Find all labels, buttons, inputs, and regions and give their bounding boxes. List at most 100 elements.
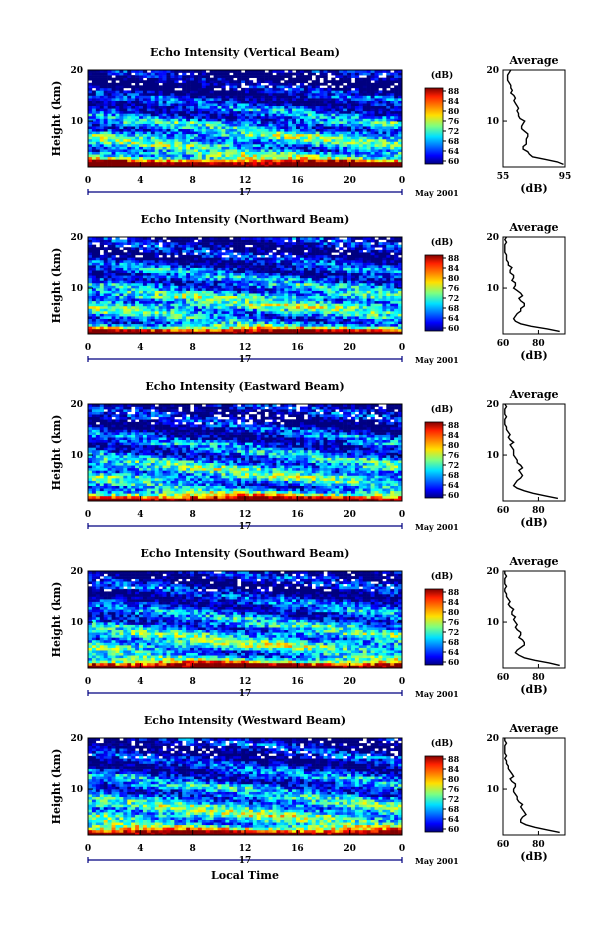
heatmap-cell — [139, 324, 143, 327]
heatmap-cell — [186, 119, 190, 122]
heatmap-cell — [382, 113, 386, 116]
heatmap-cell — [159, 291, 163, 294]
heatmap-cell — [159, 283, 163, 286]
heatmap-cell — [198, 162, 202, 165]
heatmap-cell — [276, 124, 280, 127]
heatmap-cell — [115, 288, 119, 291]
heatmap-cell — [378, 298, 382, 301]
heatmap-cell — [96, 321, 100, 324]
heatmap-cell — [339, 280, 343, 283]
heatmap-cell — [390, 296, 394, 299]
heatmap-cell — [159, 80, 163, 83]
heatmap-cell — [343, 106, 347, 109]
heatmap-cell — [245, 275, 249, 278]
heatmap-cell — [292, 324, 296, 327]
heatmap-cell — [155, 106, 159, 109]
heatmap-cell — [100, 101, 104, 104]
heatmap-cell — [108, 93, 112, 96]
heatmap-cell — [108, 96, 112, 99]
heatmap-cell — [390, 316, 394, 319]
heatmap-cell — [280, 278, 284, 281]
heatmap-cell — [237, 98, 241, 101]
heatmap-cell — [276, 324, 280, 327]
heatmap-cell — [194, 141, 198, 144]
heatmap-cell — [327, 329, 331, 332]
heatmap-cell — [198, 136, 202, 139]
heatmap-cell — [265, 129, 269, 132]
heatmap-cell — [324, 291, 328, 294]
heatmap-cell — [284, 124, 288, 127]
heatmap-cell — [280, 321, 284, 324]
heatmap-cell — [139, 106, 143, 109]
heatmap-cell — [253, 85, 257, 88]
heatmap-cell — [347, 75, 351, 78]
heatmap-cell — [284, 319, 288, 322]
heatmap-cell — [386, 321, 390, 324]
heatmap-cell — [272, 157, 276, 160]
heatmap-cell — [324, 129, 328, 132]
heatmap-cell — [363, 329, 367, 332]
heatmap-cell — [335, 301, 339, 304]
heatmap-cell — [206, 147, 210, 150]
heatmap-cell — [253, 121, 257, 124]
heatmap-cell — [131, 275, 135, 278]
heatmap-cell — [96, 78, 100, 81]
heatmap-cell — [135, 85, 139, 88]
heatmap-cell — [363, 275, 367, 278]
heatmap-cell — [127, 293, 131, 296]
heatmap-cell — [284, 157, 288, 160]
heatmap-cell — [269, 314, 273, 317]
heatmap-cell — [143, 116, 147, 119]
heatmap-cell — [229, 101, 233, 104]
heatmap-cell — [147, 78, 151, 81]
heatmap-cell — [206, 88, 210, 91]
heatmap-cell — [261, 326, 265, 329]
heatmap-cell — [127, 275, 131, 278]
heatmap-cell — [375, 103, 379, 106]
heatmap-cell — [210, 126, 214, 129]
heatmap-cell — [174, 96, 178, 99]
heatmap-cell — [88, 88, 92, 91]
heatmap-cell — [288, 311, 292, 314]
heatmap-cell — [100, 134, 104, 137]
heatmap-cell — [324, 273, 328, 276]
heatmap-cell — [198, 308, 202, 311]
heatmap-cell — [163, 316, 167, 319]
heatmap-cell — [324, 121, 328, 124]
heatmap-cell — [394, 152, 398, 155]
heatmap-cell — [382, 144, 386, 147]
heatmap-cell — [316, 83, 320, 86]
heatmap-cell — [155, 113, 159, 116]
heatmap-cell — [339, 93, 343, 96]
heatmap-cell — [155, 157, 159, 160]
heatmap-cell — [100, 103, 104, 106]
heatmap-cell — [386, 136, 390, 139]
heatmap-cell — [390, 329, 394, 332]
heatmap-cell — [214, 106, 218, 109]
heatmap-cell — [233, 273, 237, 276]
heatmap-cell — [100, 278, 104, 281]
heatmap-cell — [214, 116, 218, 119]
x-tick-label: 16 — [291, 176, 304, 186]
heatmap-cell — [371, 75, 375, 78]
heatmap-cell — [206, 103, 210, 106]
heatmap-cell — [229, 296, 233, 299]
heatmap-cell — [92, 311, 96, 314]
heatmap-cell — [190, 73, 194, 76]
heatmap-cell — [96, 116, 100, 119]
heatmap-cell — [233, 275, 237, 278]
heatmap-cell — [320, 106, 324, 109]
heatmap-cell — [324, 141, 328, 144]
heatmap-cell — [88, 270, 92, 273]
heatmap-cell — [96, 314, 100, 317]
heatmap-cell — [253, 93, 257, 96]
heatmap-cell — [378, 111, 382, 114]
heatmap-cell — [257, 308, 261, 311]
heatmap-cell — [335, 108, 339, 111]
heatmap-cell — [363, 149, 367, 152]
heatmap-cell — [174, 80, 178, 83]
heatmap-cell — [233, 298, 237, 301]
heatmap-cell — [198, 83, 202, 86]
heatmap-cell — [163, 134, 167, 137]
heatmap-cell — [359, 314, 363, 317]
